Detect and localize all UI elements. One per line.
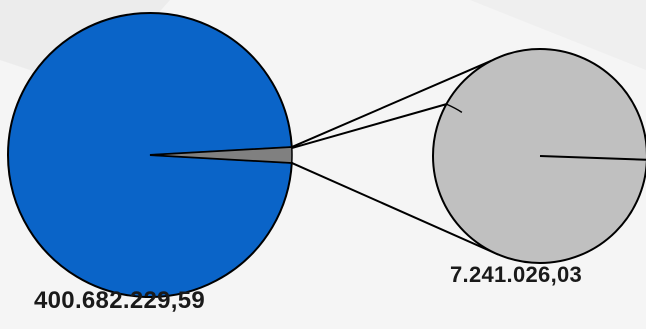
main-pie-slice-small (149, 146, 293, 164)
main-pie-slice-large (7, 12, 293, 298)
detail-pie-value-label: 7.241.026,03 (450, 262, 583, 287)
detail-pie-circle (432, 48, 646, 264)
connector-line-top (291, 59, 492, 149)
main-pie-value-label: 400.682.229,59 (34, 287, 206, 314)
background-shape (470, 0, 646, 70)
detail-pie-divider (539, 155, 646, 161)
connector-line-bottom (291, 162, 499, 256)
detail-pie-tick (446, 103, 463, 113)
connector-line-inner (291, 103, 447, 150)
